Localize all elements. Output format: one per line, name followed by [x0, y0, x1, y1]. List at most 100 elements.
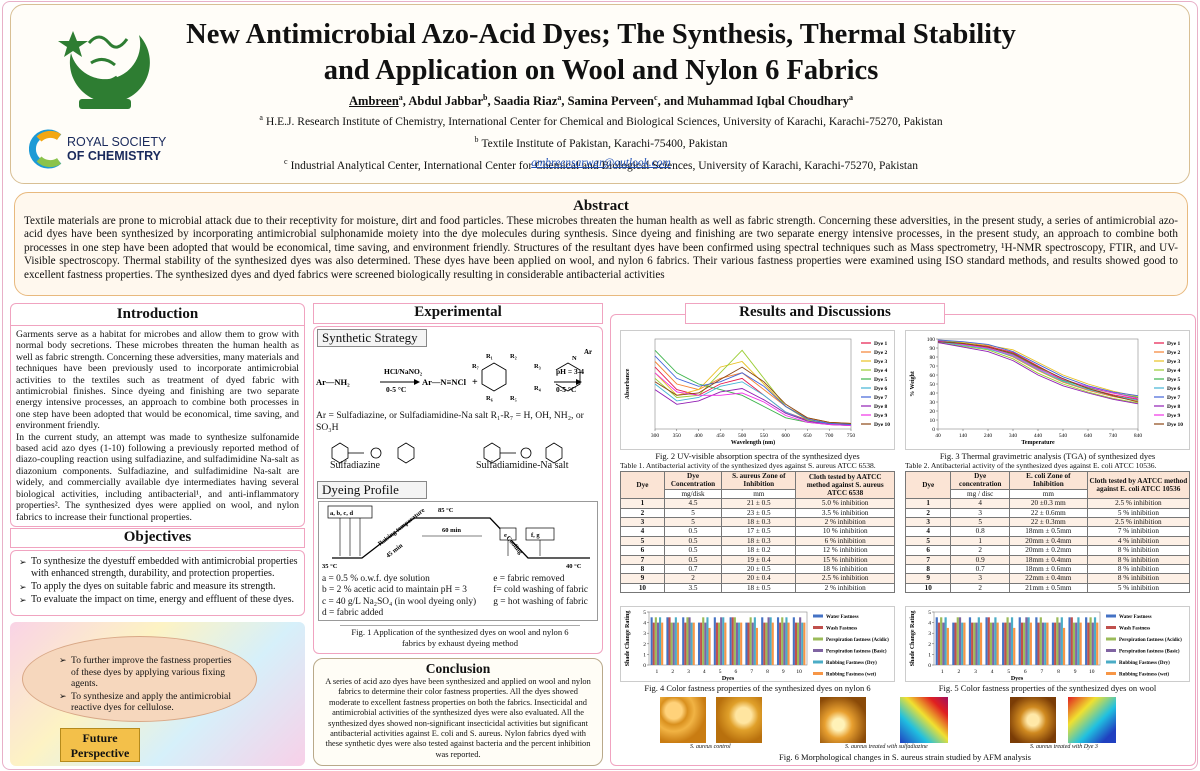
rsc-line: ROYAL SOCIETY	[67, 135, 167, 149]
bar	[674, 617, 677, 665]
bar	[708, 627, 711, 665]
cell: 6 % inhibition	[795, 535, 895, 547]
dyeing-profile: 85 °C 35 °C 40 °C 60 min Raising temperature…	[322, 505, 590, 570]
legend-line: b = 2 % acetic acid to maintain pH = 3	[322, 585, 467, 596]
x-tick-label: 6	[735, 669, 738, 675]
legend-label: Dye 1	[874, 341, 888, 347]
cell: 3	[950, 507, 1010, 519]
cell: 8	[620, 564, 665, 575]
y-axis-label: Shade Change Rating	[910, 611, 916, 667]
header-cell: E. coli Zone of Inhibition	[1008, 471, 1088, 490]
bar	[740, 622, 743, 665]
legend-line: c = 40 g/L Na₂SO₄ (in wool dyeing only)	[322, 596, 477, 607]
cell: 0.5	[663, 545, 723, 556]
bar	[751, 622, 754, 665]
affiliation-text: Textile Institute of Pakistan, Karachi-7…	[481, 137, 728, 150]
data-row: 10 2 21mm ± 0.5mm 5 % inhibition	[904, 582, 1191, 594]
bar	[686, 617, 689, 665]
cell: 2.5 % inhibition	[1086, 498, 1191, 509]
bar	[1008, 622, 1011, 665]
cell: 0.9	[950, 554, 1010, 566]
objective: To synthesize the dyestuff embedded with…	[19, 556, 300, 580]
data-line	[937, 339, 1139, 397]
bar	[1004, 622, 1007, 665]
bar	[692, 622, 695, 665]
author-affiliation-mark: c	[654, 93, 658, 102]
section-heading: Experimental	[313, 303, 603, 324]
bar	[1018, 617, 1021, 665]
legend-label: Perspiration fastness (Basic)	[826, 650, 887, 655]
cell: 8 % inhibition	[1086, 554, 1191, 566]
legend-label: Dye 9	[1167, 413, 1181, 419]
legend-label: Dye 3	[874, 359, 888, 365]
table-wrap: Dye Dye Concentration S. aureus Zone of In…	[620, 470, 895, 594]
x-tick-label: 240	[984, 433, 993, 439]
cell: 18mm ± 0.5mm	[1008, 526, 1088, 537]
data-row: 10 3.5 18 ± 0.5 2 % inhibition	[620, 582, 895, 594]
subheading: Synthetic Strategy	[317, 329, 427, 347]
bar	[971, 622, 974, 665]
author-affiliation-mark: b	[483, 93, 488, 102]
x-tick-label: 7	[750, 669, 753, 675]
section-heading: Abstract	[573, 198, 629, 214]
legend-line: f= cold washing of fabric	[493, 585, 589, 596]
unit-cell: mg/disk	[663, 488, 723, 500]
bar	[738, 622, 741, 665]
objectives: To synthesize the dyestuff embedded with…	[10, 550, 305, 616]
bar	[1070, 617, 1073, 665]
bar	[979, 622, 983, 665]
data-line	[937, 342, 1139, 405]
bar	[670, 622, 673, 665]
y-tick-label: 2	[643, 642, 646, 648]
bar	[697, 622, 701, 665]
paragraph: In the current study, an attempt was mad…	[16, 431, 299, 523]
author-name: , Saadia Riaz	[487, 94, 558, 109]
affiliation-text: H.E.J. Research Institute of Chemistry, …	[265, 115, 943, 128]
cell: 10	[904, 582, 952, 594]
figure-caption: Fig. 2 UV-visible absorption spectra of …	[655, 451, 860, 461]
x-tick-label: 40	[935, 433, 941, 439]
scheme-label: R₃	[534, 363, 541, 370]
x-tick-label: 2	[958, 669, 961, 675]
data-line	[937, 340, 1139, 399]
figure-caption: Fig. 5 Color fastness properties of the …	[938, 683, 1157, 693]
introduction: Introduction Garments serve as a habitat…	[10, 303, 305, 527]
x-tick-label: 840	[1134, 433, 1143, 439]
cell: 18mm ± 0.4mm	[1008, 554, 1088, 566]
bar	[1077, 617, 1080, 665]
bar	[787, 622, 790, 665]
x-tick-label: 8	[766, 669, 769, 675]
data-line	[654, 372, 852, 427]
cell: 20mm ± 0.2mm	[1008, 545, 1088, 556]
future-panel: To further improve the fastness properti…	[10, 622, 305, 766]
bar	[767, 617, 770, 665]
bar	[717, 622, 721, 665]
conclusion: Conclusion A series of acid azo dyes hav…	[313, 658, 603, 766]
email[interactable]: ambreensarwar@outlook.com	[531, 157, 671, 169]
bar	[992, 622, 995, 665]
y-tick-label: 10	[930, 418, 936, 424]
affiliation-text: Industrial Analytical Center, Internatio…	[290, 159, 918, 172]
bar	[765, 622, 768, 665]
y-tick-label: 3	[643, 631, 646, 637]
future-list: To further improve the fastness properti…	[57, 655, 234, 714]
y-tick-label: 2	[928, 642, 931, 648]
afm-image	[1068, 697, 1116, 743]
cell: 6	[620, 545, 665, 556]
data-row: 9 3 22mm ± 0.4mm 8 % inhibition	[904, 573, 1191, 584]
bar	[776, 617, 780, 665]
bar	[958, 617, 962, 665]
x-axis-label: Wavelength (nm)	[731, 439, 775, 446]
y-tick-label: 50	[930, 382, 936, 388]
afm-image	[716, 697, 762, 743]
bar	[676, 622, 680, 665]
data-row: 8 0.7 20 ± 0.5 18 % inhibition	[620, 564, 895, 575]
cell: 21mm ± 0.5mm	[1008, 582, 1088, 594]
y-tick-label: 90	[930, 346, 936, 352]
x-tick-label: 140	[959, 433, 968, 439]
data-row: 6 0.5 18 ± 0.2 12 % inhibition	[620, 545, 895, 556]
cell: 5 % inhibition	[1086, 507, 1191, 519]
data-line	[937, 341, 1139, 403]
cell: 2.5 % inhibition	[795, 573, 895, 584]
